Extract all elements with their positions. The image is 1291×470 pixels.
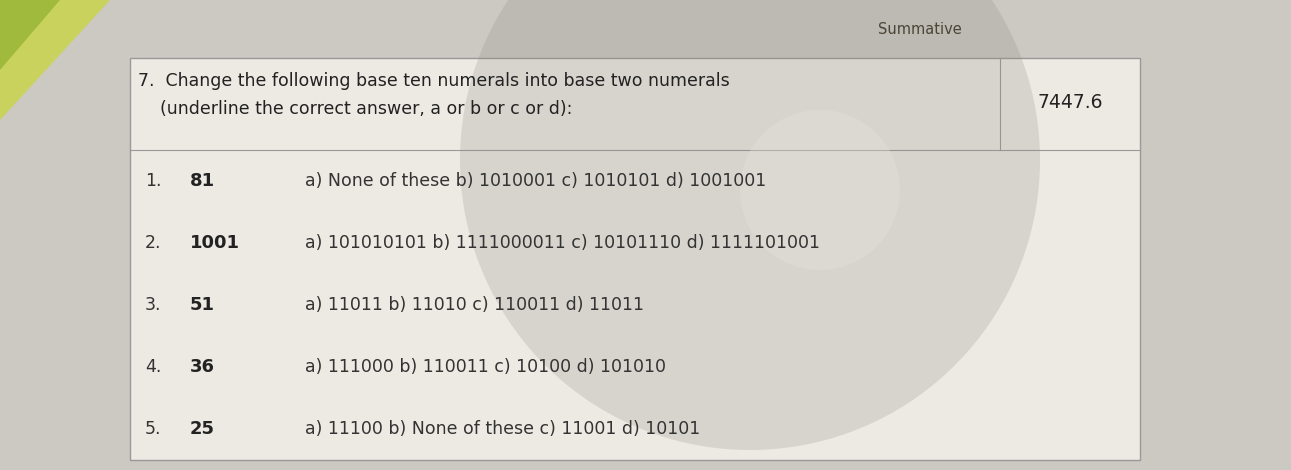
Text: 1001: 1001 <box>190 234 240 252</box>
Text: 25: 25 <box>190 420 216 438</box>
Text: 1.: 1. <box>145 172 161 190</box>
Text: a) None of these b) 1010001 c) 1010101 d) 1001001: a) None of these b) 1010001 c) 1010101 d… <box>305 172 767 190</box>
Text: 2.: 2. <box>145 234 161 252</box>
Text: 7447.6: 7447.6 <box>1037 94 1103 112</box>
Bar <box>130 58 1140 460</box>
Text: Summative: Summative <box>878 22 962 37</box>
Text: 3.: 3. <box>145 296 161 314</box>
Text: a) 11011 b) 11010 c) 110011 d) 11011: a) 11011 b) 11010 c) 110011 d) 11011 <box>305 296 644 314</box>
Text: a) 101010101 b) 1111000011 c) 10101110 d) 1111101001: a) 101010101 b) 1111000011 c) 10101110 d… <box>305 234 820 252</box>
Polygon shape <box>740 110 900 270</box>
Text: 51: 51 <box>190 296 216 314</box>
Polygon shape <box>0 0 110 120</box>
Text: 36: 36 <box>190 358 216 376</box>
Text: a) 11100 b) None of these c) 11001 d) 10101: a) 11100 b) None of these c) 11001 d) 10… <box>305 420 700 438</box>
Polygon shape <box>0 0 59 70</box>
Text: 81: 81 <box>190 172 216 190</box>
Text: 5.: 5. <box>145 420 161 438</box>
Text: (underline the correct answer, a or b or c or d):: (underline the correct answer, a or b or… <box>138 100 572 118</box>
Text: 4.: 4. <box>145 358 161 376</box>
Text: a) 111000 b) 110011 c) 10100 d) 101010: a) 111000 b) 110011 c) 10100 d) 101010 <box>305 358 666 376</box>
Polygon shape <box>460 0 1041 450</box>
Text: 7.  Change the following base ten numerals into base two numerals: 7. Change the following base ten numeral… <box>138 72 729 90</box>
